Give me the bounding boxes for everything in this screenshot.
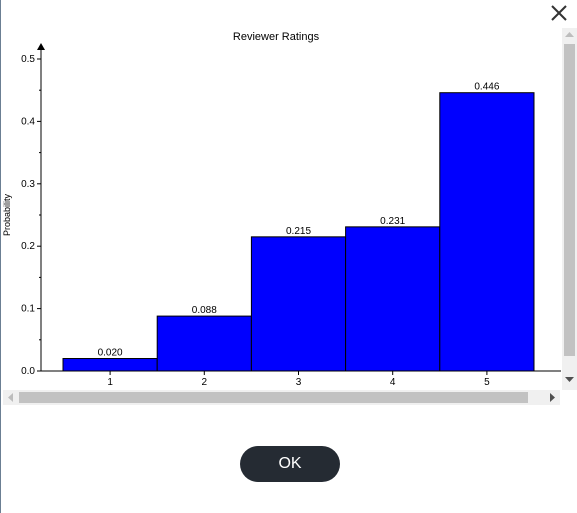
scroll-right-arrow-icon[interactable] [549,393,556,402]
bars-group [62,92,535,372]
bar-value-label: 0.088 [192,305,217,316]
close-button[interactable] [549,3,569,23]
bar-5 [439,92,535,372]
y-axis-label: Probability [2,193,12,236]
x-ticks-group: 1 2 3 4 5 [107,371,490,388]
y-axis-arrow-icon [37,43,45,50]
scroll-up-arrow-icon[interactable] [565,31,574,38]
axes-group [37,43,561,372]
x-tick-label: 4 [390,377,396,388]
bar-1 [62,358,158,372]
ok-button[interactable]: OK [240,446,340,482]
y-tick-label: 0.4 [21,116,35,127]
y-tick-label: 0.3 [21,179,35,190]
bar-4 [345,226,441,372]
bar-3 [250,236,347,372]
x-tick-label: 2 [202,377,208,388]
x-tick-label: 5 [484,377,490,388]
bar-chart: Reviewer Ratings Probability 0.0200.0880… [2,31,561,388]
x-tick-label: 1 [107,377,113,388]
bar-value-label: 0.020 [98,348,123,359]
horizontal-scrollbar[interactable] [3,390,560,405]
y-tick-label: 0.0 [21,366,35,377]
vertical-scrollbar[interactable] [562,28,577,390]
y-tick-label: 0.2 [21,241,35,252]
vertical-scroll-thumb[interactable] [564,44,575,356]
close-icon [551,5,567,21]
bar-labels-group: 0.020 0.088 0.215 0.231 0.446 [98,82,500,359]
y-tick-label: 0.1 [21,304,35,315]
y-tick-label: 0.5 [21,54,35,65]
scroll-left-arrow-icon[interactable] [7,393,14,402]
chart-title: Reviewer Ratings [233,31,320,43]
bar-value-label: 0.446 [474,82,499,93]
x-tick-label: 3 [296,377,302,388]
bar-2 [156,315,252,372]
scroll-down-arrow-icon[interactable] [565,376,574,383]
chart-viewport: Reviewer Ratings Probability 0.020 0.088 0… [1,28,561,388]
horizontal-scroll-thumb[interactable] [19,392,528,403]
y-ticks-group: 0.0 0.1 0.2 0.3 0.4 0.5 [21,54,41,377]
bar-value-label: 0.215 [286,226,311,237]
bar-value-label: 0.231 [380,216,405,227]
